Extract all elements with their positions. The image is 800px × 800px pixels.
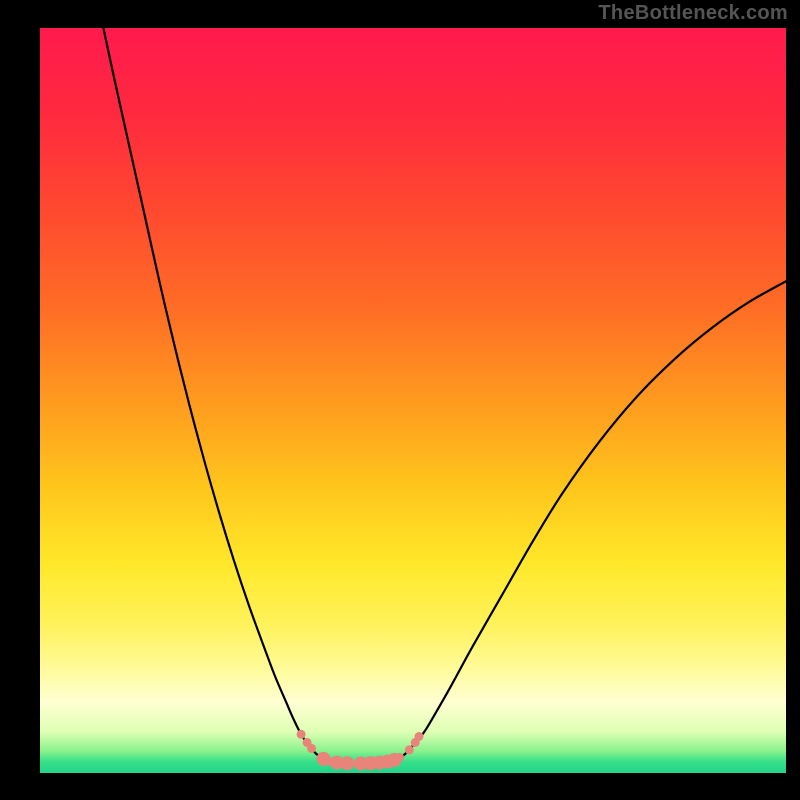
- chart-frame: TheBottleneck.com: [0, 0, 800, 800]
- marker-point: [405, 745, 414, 754]
- watermark-text: TheBottleneck.com: [598, 2, 788, 25]
- marker-point: [395, 753, 404, 762]
- marker-point: [307, 744, 316, 753]
- marker-point: [340, 756, 354, 770]
- bottleneck-chart: [0, 0, 800, 800]
- plot-background: [40, 28, 786, 773]
- marker-point: [297, 730, 306, 739]
- marker-point: [414, 732, 423, 741]
